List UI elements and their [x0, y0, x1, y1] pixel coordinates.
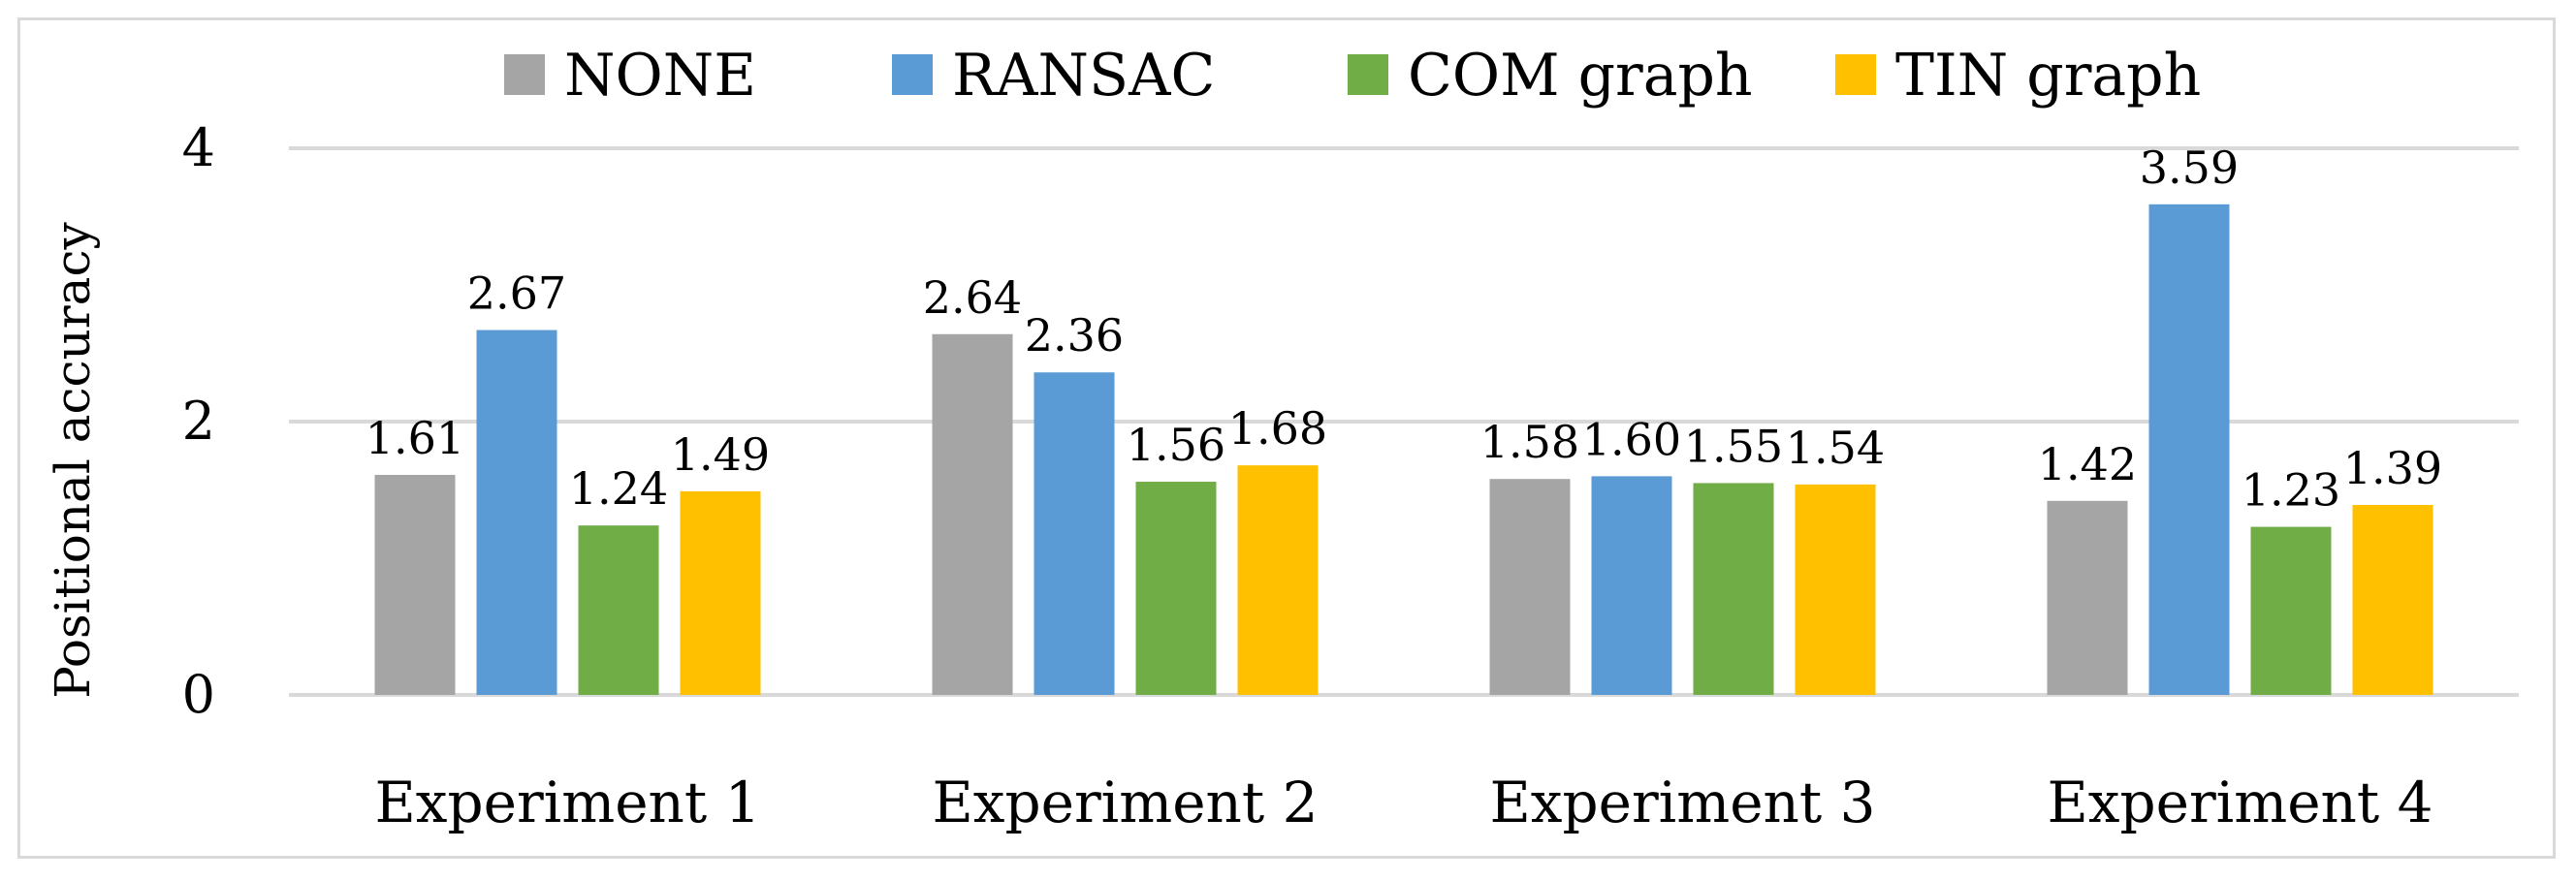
data-label: 1.58 [1480, 416, 1579, 468]
bar-tin-graph [2352, 505, 2433, 695]
y-tick-label: 0 [182, 664, 215, 725]
data-label: 1.49 [671, 428, 770, 481]
data-label: 1.55 [1684, 420, 1783, 472]
bar-tin-graph [1237, 465, 1319, 695]
legend-swatch [1835, 54, 1876, 95]
legend: NONE RANSAC COM graph TIN graph [504, 42, 2201, 110]
data-label: 3.59 [2140, 142, 2239, 194]
bars [374, 204, 2433, 695]
data-label: 1.68 [1228, 402, 1327, 455]
x-tick-label: Experiment 1 [374, 770, 760, 835]
chart-frame [17, 17, 2556, 859]
data-label: 1.39 [2343, 442, 2442, 494]
x-tick-label: Experiment 2 [932, 770, 1318, 835]
data-labels: 1.61 2.67 1.241.49 2.642.36 1.56 1.68 1.58 1.60… [366, 142, 2442, 517]
bar-com-graph [1135, 482, 1217, 695]
legend-label: COM graph [1408, 42, 1753, 110]
bar-none [374, 474, 456, 695]
bar-none [2047, 500, 2128, 695]
data-label: 2.67 [467, 267, 566, 320]
legend-swatch [892, 54, 933, 95]
bar-none [932, 333, 1013, 695]
data-label: 1.56 [1127, 419, 1225, 471]
bar-com-graph [578, 525, 659, 695]
y-tick-label: 2 [182, 391, 215, 452]
legend-label: RANSAC [952, 42, 1215, 110]
data-label: 1.23 [2242, 464, 2340, 517]
data-label: 1.42 [2038, 438, 2137, 490]
data-label: 1.61 [366, 412, 464, 464]
data-label: 1.24 [569, 462, 668, 515]
data-label: 2.36 [1025, 309, 1124, 362]
bar-com-graph [2250, 526, 2332, 695]
axes: 0 2 4 Experiment 1 Experiment 2 Experiment 3 E… [182, 117, 2433, 835]
bar-ransac [2148, 204, 2230, 695]
gridlines [289, 146, 2519, 697]
bar-tin-graph [1795, 484, 1876, 695]
data-label: 1.60 [1582, 413, 1681, 465]
x-tick-label: Experiment 4 [2047, 770, 2433, 835]
bar-com-graph [1693, 483, 1774, 695]
bar-tin-graph [680, 490, 761, 695]
legend-swatch [1348, 54, 1388, 95]
legend-label: NONE [564, 42, 756, 110]
y-axis-title: Positional accuracy [45, 222, 101, 699]
x-tick-label: Experiment 3 [1489, 770, 1875, 835]
bar-ransac [1591, 476, 1672, 695]
bar-none [1489, 479, 1571, 695]
legend-swatch [504, 54, 545, 95]
bar-ransac [1034, 372, 1115, 695]
legend-label: TIN graph [1895, 42, 2201, 110]
data-label: 2.64 [923, 271, 1022, 324]
bar-ransac [476, 330, 557, 695]
data-label: 1.54 [1786, 422, 1885, 474]
y-tick-label: 4 [182, 117, 215, 178]
